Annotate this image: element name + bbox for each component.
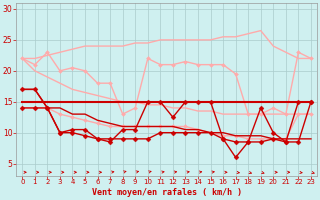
X-axis label: Vent moyen/en rafales ( km/h ): Vent moyen/en rafales ( km/h ) (92, 188, 242, 197)
